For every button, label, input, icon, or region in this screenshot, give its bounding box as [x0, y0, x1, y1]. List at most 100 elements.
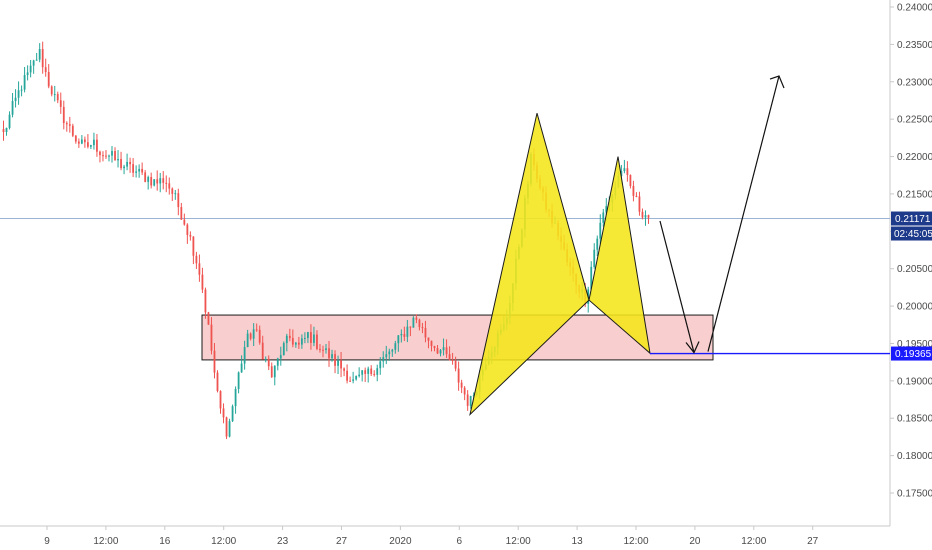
candle-body: [596, 238, 599, 250]
candle-body: [355, 376, 358, 380]
projection-down-arrowhead: [685, 341, 700, 354]
candle-body: [451, 359, 454, 361]
candle-body: [388, 351, 391, 355]
candle-body: [638, 196, 641, 212]
candle-body: [352, 379, 355, 381]
candle-body: [80, 139, 83, 144]
candle-body: [177, 193, 180, 208]
x-tick-label: 12:00: [211, 536, 236, 547]
y-tick-label: 0.22500: [897, 115, 932, 126]
candle-body: [343, 368, 345, 371]
candle-body: [32, 60, 35, 66]
y-tick-label: 0.20000: [897, 302, 932, 313]
x-tick-label: 27: [807, 536, 819, 547]
candle-body: [96, 139, 98, 152]
candle-body: [270, 366, 273, 378]
candle-body: [17, 90, 20, 98]
candle-body: [20, 89, 23, 91]
x-tick-label: 27: [336, 536, 348, 547]
candle-body: [68, 124, 71, 126]
candle-body: [129, 161, 131, 165]
y-tick-label: 0.23500: [897, 40, 932, 51]
target-price-badge: 0.19365: [891, 346, 932, 361]
candle-body: [62, 106, 65, 124]
y-tick-label: 0.19500: [897, 339, 932, 350]
candle-body: [593, 249, 596, 267]
candle-body: [605, 206, 608, 213]
candle-body: [647, 215, 650, 218]
candle-body: [460, 382, 463, 388]
candle-body: [466, 394, 469, 406]
x-axis-ticks: 9 12:00 16 12:00 23 27 2020 6 12:00 13 12:00 20 12:0…: [44, 526, 819, 547]
candle-body: [132, 164, 135, 173]
candle-body: [86, 142, 89, 147]
candle-body: [153, 179, 156, 186]
candle-body: [267, 358, 270, 367]
candle-body: [599, 222, 602, 239]
candle-body: [403, 333, 406, 337]
candle-body: [445, 347, 448, 355]
candle-body: [189, 234, 192, 237]
candle-body: [56, 94, 59, 101]
candle-body: [623, 168, 626, 172]
candle-body: [361, 370, 364, 375]
x-tick-label: 20: [689, 536, 701, 547]
candle-body: [147, 177, 150, 182]
candle-body: [463, 387, 466, 395]
candle-body: [436, 348, 439, 354]
candle-body: [282, 343, 285, 356]
candle-body: [246, 333, 249, 348]
candle-body: [41, 49, 44, 68]
candle-body: [65, 123, 68, 125]
candle-body: [442, 347, 445, 351]
candle-body: [47, 72, 50, 87]
candle-body: [391, 349, 394, 352]
countdown-label: 02:45:05: [894, 229, 932, 240]
candle-body: [237, 372, 240, 389]
candle-body: [328, 348, 330, 359]
candle-body: [364, 370, 367, 374]
candle-body: [225, 417, 228, 437]
candle-body: [255, 329, 258, 331]
candle-body: [297, 342, 300, 345]
candle-body: [2, 129, 5, 133]
candle-body: [240, 363, 243, 373]
y-axis-ticks: 0.24000 0.23500 0.23000 0.22500 0.22000 0.215…: [890, 3, 932, 500]
candle-body: [394, 343, 397, 350]
candle-body: [59, 100, 62, 107]
x-tick-label: 6: [457, 536, 463, 547]
y-tick-label: 0.19000: [897, 376, 932, 387]
candle-body: [201, 274, 204, 290]
candle-body: [397, 335, 400, 344]
candle-body: [162, 178, 165, 183]
x-tick-label: 9: [44, 536, 50, 547]
candle-body: [11, 101, 14, 115]
candle-body: [334, 354, 336, 366]
candle-body: [135, 171, 138, 173]
candle-body: [412, 317, 415, 328]
candle-body: [108, 155, 110, 157]
candle-body: [322, 349, 324, 351]
candle-body: [421, 327, 424, 329]
candle-body: [123, 166, 125, 169]
candle-body: [469, 395, 472, 406]
candle-body: [249, 333, 252, 339]
projection-up-arrowhead: [769, 75, 785, 89]
candle-body: [279, 355, 282, 359]
candle-body: [276, 358, 279, 366]
candle-body: [291, 338, 294, 345]
candle-body: [346, 370, 349, 381]
candle-body: [358, 374, 361, 377]
candle-body: [243, 347, 246, 364]
projection-down-arrow: [659, 220, 695, 353]
candle-body: [261, 342, 264, 360]
candle-body: [195, 255, 198, 264]
candle-body: [313, 334, 315, 343]
candle-body: [99, 151, 101, 156]
candle-body: [105, 155, 107, 157]
candle-body: [156, 179, 159, 184]
candle-body: [93, 139, 95, 146]
candle-body: [120, 158, 122, 169]
candle-body: [626, 168, 629, 175]
